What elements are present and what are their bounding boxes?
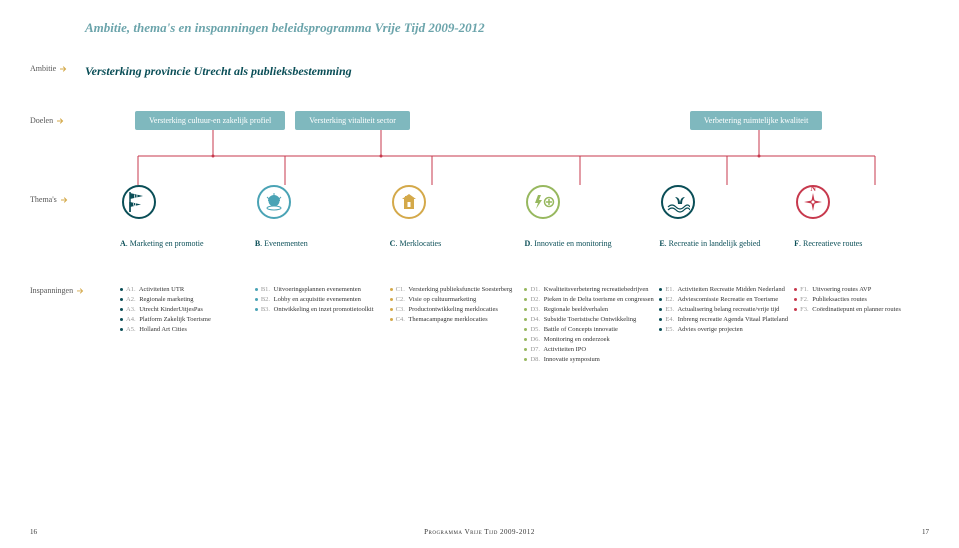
insp-item: D6. Monitoring en onderzoek <box>524 336 659 344</box>
insp-item: E1. Activiteiten Recreatie Midden Nederl… <box>659 286 794 294</box>
insp-item: F2. Publieksacties routes <box>794 296 929 304</box>
insp-item: E4. Inbreng recreatie Agenda Vitaal Plat… <box>659 316 794 324</box>
label-themas: Thema's <box>30 185 85 204</box>
insp-item: D2. Pieken in de Delta toerisme en congr… <box>524 296 659 304</box>
insp-item: C3. Productontwikkeling merklocaties <box>390 306 525 314</box>
page-number-left: 16 <box>30 528 37 536</box>
page-number-right: 17 <box>922 528 929 536</box>
insp-col-c: C1. Versterking publieksfunctie Soesterb… <box>390 286 525 366</box>
insp-col-e: E1. Activiteiten Recreatie Midden Nederl… <box>659 286 794 366</box>
ambitie-text: Versterking provincie Utrecht als publie… <box>85 64 352 79</box>
insp-item: C1. Versterking publieksfunctie Soesterb… <box>390 286 525 294</box>
thema-label-e: E. Recreatie in landelijk gebied <box>659 239 794 248</box>
thema-label-f: F. Recreatieve routes <box>794 239 929 248</box>
thema-label-a: A. Marketing en promotie <box>120 239 255 248</box>
insp-item: D8. Innovatie symposium <box>524 356 659 364</box>
insp-item: C4. Themacampagne merklocaties <box>390 316 525 324</box>
insp-item: A3. Utrecht KinderUitjesPas <box>120 306 255 314</box>
insp-item: E3. Actualisering belang recreatie/vrije… <box>659 306 794 314</box>
thema-icon-c <box>392 185 426 219</box>
doel-box-1: Versterking cultuur-en zakelijk profiel <box>135 111 285 130</box>
insp-item: A4. Platform Zakelijk Toerisme <box>120 316 255 324</box>
doel-box-2: Versterking vitaliteit sector <box>295 111 410 130</box>
insp-item: D7. Activiteiten IPO <box>524 346 659 354</box>
svg-text:U: U <box>134 195 138 201</box>
insp-item: D3. Regionale beeldverhalen <box>524 306 659 314</box>
doel-box-3: Verbetering ruimtelijke kwaliteit <box>690 111 822 130</box>
insp-item: D5. Battle of Concepts innovatie <box>524 326 659 334</box>
svg-text:U: U <box>133 202 136 207</box>
insp-item: B3. Ontwikkeling en inzet promotietoolki… <box>255 306 390 314</box>
insp-item: D4. Subsidie Toeristische Ontwikkeling <box>524 316 659 324</box>
thema-label-b: B. Evenementen <box>255 239 390 248</box>
insp-item: E5. Advies overige projecten <box>659 326 794 334</box>
insp-col-f: F1. Uitvoering routes AVP F2. Publieksact… <box>794 286 929 366</box>
insp-col-d: D1. Kwaliteitsverbetering recreatiebedri… <box>524 286 659 366</box>
thema-icon-f: N <box>796 185 830 219</box>
insp-item: E2. Adviescomissie Recreatie en Toerisme <box>659 296 794 304</box>
thema-icon-d <box>526 185 560 219</box>
insp-item: A5. Holland Art Cities <box>120 326 255 334</box>
thema-icon-e <box>661 185 695 219</box>
thema-label-c: C. Merklocaties <box>390 239 525 248</box>
label-doelen: Doelen <box>30 116 85 125</box>
themas-row: U U A. Marketing en promotie <box>120 185 929 248</box>
insp-item: A2. Regionale marketing <box>120 296 255 304</box>
thema-icon-b <box>257 185 291 219</box>
thema-icon-a: U U <box>122 185 156 219</box>
insp-item: F1. Uitvoering routes AVP <box>794 286 929 294</box>
footer: 16 Programma Vrije Tijd 2009-2012 17 <box>30 528 929 536</box>
insp-item: D1. Kwaliteitsverbetering recreatiebedri… <box>524 286 659 294</box>
insp-col-a: A1. Activiteiten UTR A2. Regionale market… <box>120 286 255 366</box>
insp-item: F3. Coördinatiepunt en planner routes <box>794 306 929 314</box>
insp-item: C2. Visie op cultuurmarketing <box>390 296 525 304</box>
label-inspanningen: Inspanningen <box>30 286 85 295</box>
insp-item: B1. Uitvoeringsplannen evenementen <box>255 286 390 294</box>
page-title: Ambitie, thema's en inspanningen beleids… <box>85 20 929 36</box>
insp-item: B2. Lobby en acquisitie evenementen <box>255 296 390 304</box>
insp-item: A1. Activiteiten UTR <box>120 286 255 294</box>
inspanningen-grid: A1. Activiteiten UTR A2. Regionale market… <box>120 286 929 366</box>
insp-col-b: B1. Uitvoeringsplannen evenementen B2. Lo… <box>255 286 390 366</box>
label-ambitie: Ambitie <box>30 64 85 73</box>
thema-label-d: D. Innovatie en monitoring <box>524 239 659 248</box>
footer-title: Programma Vrije Tijd 2009-2012 <box>424 528 535 536</box>
